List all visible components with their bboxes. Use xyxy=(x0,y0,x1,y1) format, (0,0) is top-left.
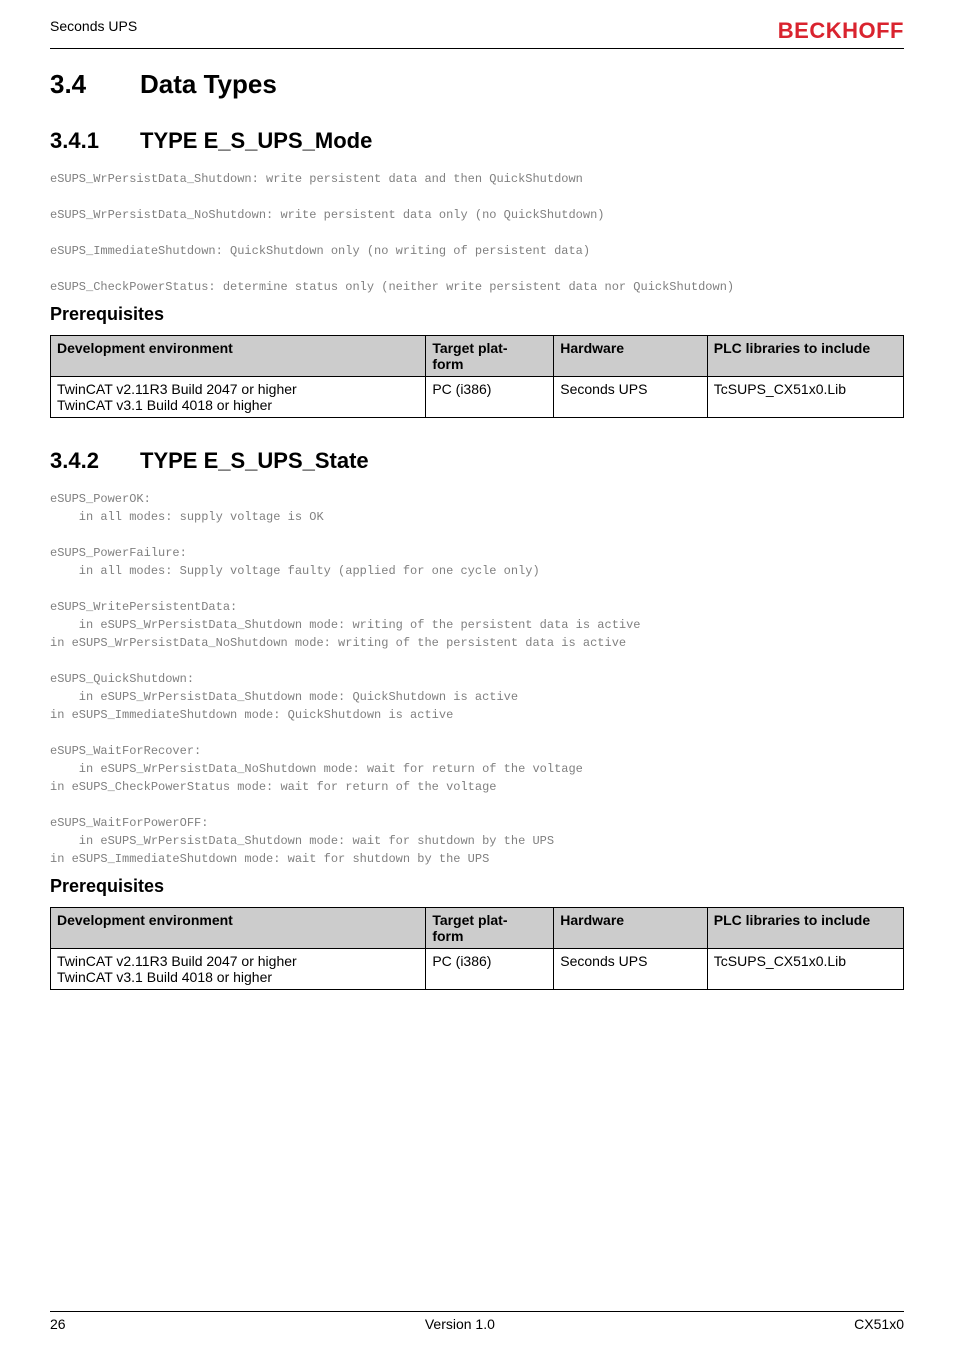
th-target-platform: Target plat- form xyxy=(426,336,554,377)
heading-3-4-number: 3.4 xyxy=(50,69,140,100)
footer-page-number: 26 xyxy=(50,1316,66,1332)
th-plc-libs: PLC libraries to include xyxy=(707,336,903,377)
td-dev-env: TwinCAT v2.11R3 Build 2047 or higher Twi… xyxy=(51,949,426,990)
table-header-row: Development environment Target plat- for… xyxy=(51,908,904,949)
td-plc-libs: TcSUPS_CX51x0.Lib xyxy=(707,949,903,990)
td-target-platform: PC (i386) xyxy=(426,949,554,990)
footer-version: Version 1.0 xyxy=(425,1316,495,1332)
td-target-platform: PC (i386) xyxy=(426,377,554,418)
heading-3-4-1-title: TYPE E_S_UPS_Mode xyxy=(140,128,372,153)
th-hardware: Hardware xyxy=(554,336,708,377)
prereq-table-2: Development environment Target plat- for… xyxy=(50,907,904,990)
th-hardware: Hardware xyxy=(554,908,708,949)
td-hardware: Seconds UPS xyxy=(554,377,708,418)
table-row: TwinCAT v2.11R3 Build 2047 or higher Twi… xyxy=(51,377,904,418)
heading-3-4-2-number: 3.4.2 xyxy=(50,448,140,474)
footer-product: CX51x0 xyxy=(854,1316,904,1332)
td-hardware: Seconds UPS xyxy=(554,949,708,990)
table-header-row: Development environment Target plat- for… xyxy=(51,336,904,377)
page-header: Seconds UPS BECKHOFF xyxy=(50,18,904,49)
heading-3-4-1: 3.4.1TYPE E_S_UPS_Mode xyxy=(50,128,904,154)
beckhoff-logo: BECKHOFF xyxy=(778,18,904,44)
code-block-3-4-1: eSUPS_WrPersistData_Shutdown: write pers… xyxy=(50,170,904,296)
th-dev-env: Development environment xyxy=(51,336,426,377)
td-plc-libs: TcSUPS_CX51x0.Lib xyxy=(707,377,903,418)
heading-3-4-1-number: 3.4.1 xyxy=(50,128,140,154)
td-dev-env: TwinCAT v2.11R3 Build 2047 or higher Twi… xyxy=(51,377,426,418)
heading-3-4-2: 3.4.2TYPE E_S_UPS_State xyxy=(50,448,904,474)
prereq-heading-2: Prerequisites xyxy=(50,876,904,897)
heading-3-4-title: Data Types xyxy=(140,69,277,99)
th-dev-env: Development environment xyxy=(51,908,426,949)
header-left-text: Seconds UPS xyxy=(50,18,137,34)
page-footer: 26 Version 1.0 CX51x0 xyxy=(50,1311,904,1332)
prereq-heading-1: Prerequisites xyxy=(50,304,904,325)
prereq-table-1: Development environment Target plat- for… xyxy=(50,335,904,418)
th-plc-libs: PLC libraries to include xyxy=(707,908,903,949)
code-block-3-4-2: eSUPS_PowerOK: in all modes: supply volt… xyxy=(50,490,904,868)
th-target-platform: Target plat- form xyxy=(426,908,554,949)
table-row: TwinCAT v2.11R3 Build 2047 or higher Twi… xyxy=(51,949,904,990)
heading-3-4: 3.4Data Types xyxy=(50,69,904,100)
page-body: Seconds UPS BECKHOFF 3.4Data Types 3.4.1… xyxy=(0,0,954,990)
heading-3-4-2-title: TYPE E_S_UPS_State xyxy=(140,448,369,473)
